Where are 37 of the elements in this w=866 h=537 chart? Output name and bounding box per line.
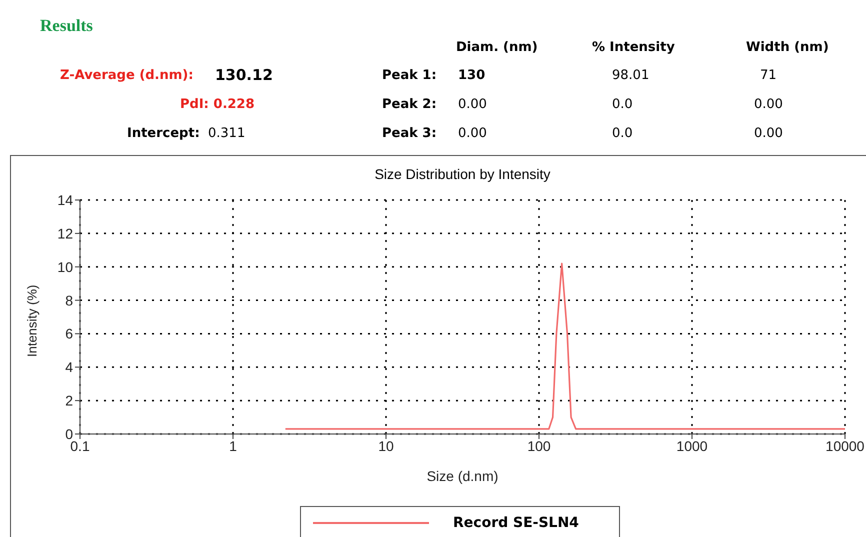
chart-title: Size Distribution by Intensity [374, 166, 552, 182]
text: 0.00 [754, 126, 783, 141]
text: Intercept: [127, 126, 200, 141]
x-tick-label: 1 [229, 438, 238, 454]
text: 130 [458, 68, 486, 83]
text: % Intensity [592, 40, 675, 55]
text: PdI: 0.228 [180, 97, 255, 112]
text: Results [40, 16, 93, 36]
y-tick-label: 10 [57, 258, 74, 275]
text: Peak 3: [382, 126, 437, 141]
x-tick-label: 10 [378, 438, 394, 454]
text: 0.0 [612, 97, 633, 112]
text: 98.01 [612, 68, 650, 83]
text: 71 [760, 68, 777, 83]
text: Peak 1: [382, 68, 437, 83]
text: 0.0 [612, 126, 633, 141]
text: 130.12 [215, 66, 273, 84]
text: Width (nm) [746, 40, 829, 55]
text: Record SE-SLN4 [453, 515, 579, 531]
y-tick-label: 4 [65, 359, 74, 376]
x-tick-label: 100 [527, 438, 551, 454]
text: 0.00 [458, 97, 487, 112]
x-tick-label: 10000 [826, 438, 865, 454]
y-tick-label: 12 [57, 225, 74, 242]
text: 0.00 [458, 126, 487, 141]
text: Peak 2: [382, 97, 437, 112]
text: 0.311 [208, 126, 246, 141]
y-axis-title: Intensity (%) [24, 284, 40, 357]
y-tick-label: 2 [65, 392, 74, 409]
text: Diam. (nm) [456, 40, 538, 55]
x-axis-title: Size (d.nm) [426, 468, 500, 484]
text: 0.00 [754, 97, 783, 112]
y-tick-label: 6 [65, 326, 74, 342]
text: Z-Average (d.nm): [60, 68, 194, 83]
x-tick-label: 1000 [676, 438, 708, 454]
y-tick-label: 8 [65, 292, 74, 308]
y-tick-label: 14 [57, 192, 74, 208]
